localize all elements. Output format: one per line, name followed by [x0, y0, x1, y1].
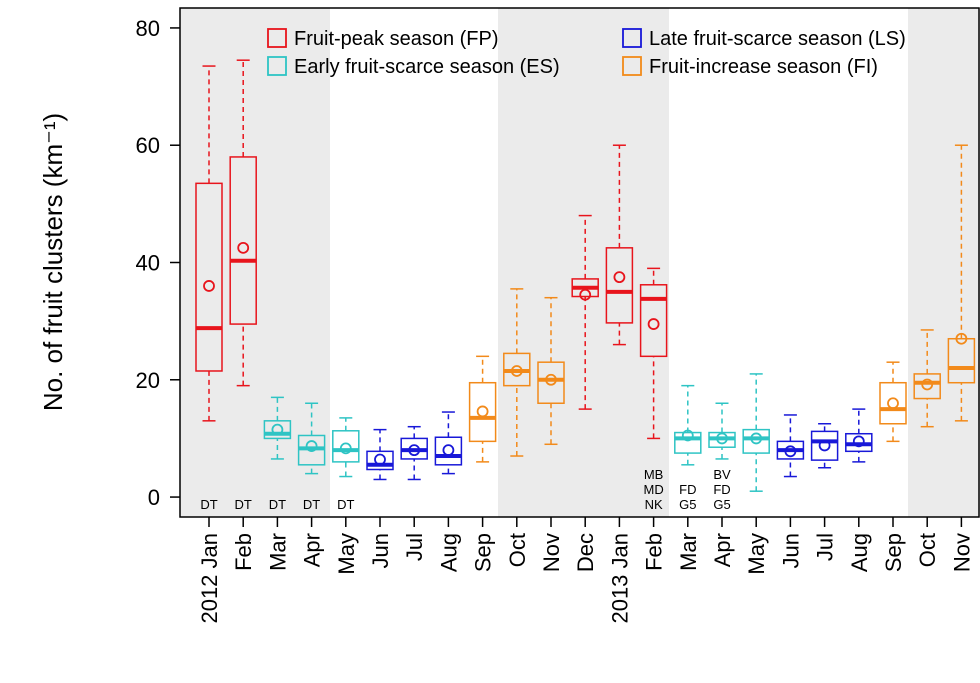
x-tick-label: May [334, 533, 359, 575]
x-tick-label: Aug [436, 533, 461, 572]
annotation: DT [337, 497, 354, 512]
x-tick-label: Mar [676, 533, 701, 571]
annotation: G5 [713, 497, 730, 512]
mean-marker [750, 432, 763, 445]
mean-marker [921, 378, 934, 391]
mean-marker [203, 280, 215, 292]
mean-marker [237, 241, 250, 254]
annotation: FD [679, 482, 696, 497]
box [879, 381, 907, 425]
x-tick-label: Mar [265, 533, 290, 571]
y-tick-label: 0 [148, 485, 160, 510]
box [742, 428, 770, 454]
box [229, 156, 257, 325]
mean-marker [818, 439, 831, 452]
box [639, 284, 668, 358]
x-tick-label: Oct [915, 533, 940, 567]
box [674, 431, 702, 454]
x-tick-label: Sep [881, 533, 906, 572]
annotation: MD [643, 482, 663, 497]
legend-swatch [267, 56, 287, 76]
x-tick-label: Dec [573, 533, 598, 572]
x-tick-label: May [744, 533, 769, 575]
mean-marker [681, 429, 694, 442]
annotation: DT [235, 497, 252, 512]
mean-marker [374, 453, 386, 466]
x-tick-label: Jul [813, 533, 838, 561]
annotation: NK [645, 497, 663, 512]
mean-marker [647, 318, 660, 330]
box [468, 381, 497, 443]
legend-label: Fruit-increase season (FI) [649, 56, 878, 78]
mean-marker [716, 432, 728, 445]
y-tick-label: 60 [136, 133, 160, 158]
mean-marker [442, 444, 455, 457]
box [605, 247, 634, 324]
x-tick-label: Jul [402, 533, 427, 561]
annotation: BV [713, 467, 731, 482]
x-tick-label: Sep [471, 533, 496, 572]
mean-marker [955, 332, 968, 345]
mean-marker [579, 288, 592, 301]
mean-marker [784, 445, 797, 458]
legend-label: Late fruit-scarce season (LS) [649, 28, 906, 50]
legend-swatch [622, 56, 642, 76]
legend-label: Fruit-peak season (FP) [294, 28, 499, 50]
box [332, 430, 360, 463]
x-tick-label: Jun [778, 533, 803, 568]
box [434, 436, 463, 466]
annotation: DT [269, 497, 286, 512]
y-tick-label: 20 [136, 368, 160, 393]
x-tick-label: Oct [505, 533, 530, 567]
legend-swatch [267, 28, 287, 48]
season-shade [498, 8, 669, 517]
box [366, 450, 394, 471]
mean-marker [476, 405, 489, 418]
box [195, 182, 223, 372]
legend-swatch [622, 28, 642, 48]
mean-marker [271, 423, 284, 436]
mean-marker [887, 397, 899, 410]
x-tick-label: Nov [539, 533, 564, 572]
x-tick-label: Apr [300, 533, 325, 567]
annotation: FD [713, 482, 730, 497]
box [263, 420, 292, 440]
x-tick-label: Feb [231, 533, 256, 571]
x-tick-label: Nov [949, 533, 974, 572]
x-tick-label: 2012 Jan [197, 533, 222, 624]
box [810, 430, 839, 461]
y-tick-label: 40 [136, 251, 160, 276]
mean-marker [545, 373, 557, 386]
annotation: G5 [679, 497, 696, 512]
x-tick-label: 2013 Jan [607, 533, 632, 624]
mean-marker [408, 444, 421, 457]
x-tick-label: Aug [847, 533, 872, 572]
box [947, 337, 976, 384]
x-tick-label: Feb [642, 533, 667, 571]
mean-marker [510, 365, 523, 377]
annotation: DT [200, 497, 217, 512]
x-tick-label: Apr [710, 533, 735, 567]
mean-marker [852, 435, 865, 448]
mean-marker [305, 440, 318, 452]
annotation: MB [644, 467, 664, 482]
y-tick-label: 80 [136, 16, 160, 41]
legend-label: Early fruit-scarce season (ES) [294, 56, 560, 78]
annotation: DT [303, 497, 320, 512]
box [537, 361, 565, 404]
season-shade [908, 8, 980, 517]
mean-marker [613, 271, 626, 284]
x-tick-label: Jun [368, 533, 393, 568]
box [913, 373, 941, 400]
mean-marker [339, 442, 352, 455]
y-axis-label: No. of fruit clusters (km⁻¹) [38, 113, 68, 411]
